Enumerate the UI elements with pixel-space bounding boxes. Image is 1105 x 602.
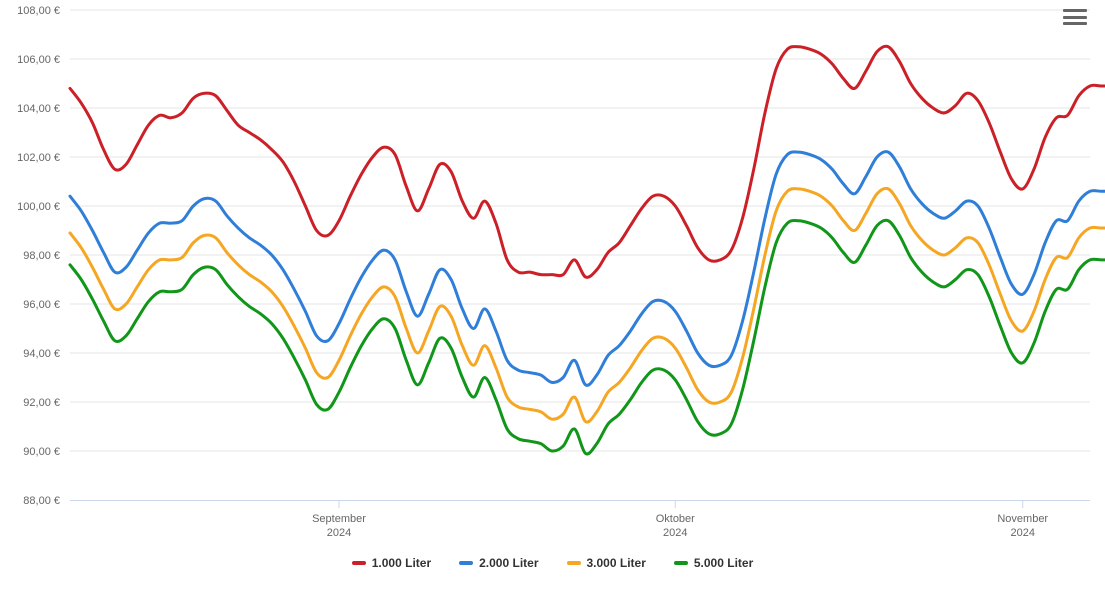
legend-label: 5.000 Liter [694, 556, 753, 570]
x-tick-month: November [997, 513, 1048, 525]
x-tick-month: September [312, 513, 366, 525]
x-tick-year: 2024 [663, 527, 687, 539]
legend-swatch [459, 561, 473, 565]
series-line [70, 152, 1105, 386]
series-line [70, 188, 1105, 422]
x-tick-month: Oktober [656, 513, 695, 525]
y-tick-label: 108,00 € [17, 5, 60, 17]
chart-legend: 1.000 Liter 2.000 Liter 3.000 Liter 5.000 L… [0, 556, 1105, 570]
legend-item[interactable]: 2.000 Liter [459, 556, 538, 570]
legend-item[interactable]: 5.000 Liter [674, 556, 753, 570]
legend-item[interactable]: 1.000 Liter [352, 556, 431, 570]
price-chart: 88,00 € 90,00 € 92,00 € 94,00 € 96,00 € 98,00… [0, 0, 1105, 602]
x-tick: Oktober 2024 [656, 500, 695, 539]
y-tick: 106,00 € [17, 54, 1090, 66]
chart-svg: 88,00 € 90,00 € 92,00 € 94,00 € 96,00 € 98,00… [0, 0, 1105, 602]
y-tick-label: 106,00 € [17, 54, 60, 66]
y-tick-label: 90,00 € [23, 446, 60, 458]
x-tick-year: 2024 [1011, 527, 1035, 539]
legend-swatch [674, 561, 688, 565]
y-tick: 96,00 € [23, 299, 1090, 311]
legend-item[interactable]: 3.000 Liter [567, 556, 646, 570]
hamburger-icon [1063, 9, 1087, 12]
y-tick-label: 102,00 € [17, 152, 60, 164]
y-tick: 92,00 € [23, 397, 1090, 409]
legend-label: 2.000 Liter [479, 556, 538, 570]
y-tick-label: 98,00 € [23, 250, 60, 262]
y-tick-label: 96,00 € [23, 299, 60, 311]
legend-swatch [567, 561, 581, 565]
y-tick-label: 92,00 € [23, 397, 60, 409]
series-line [70, 46, 1105, 277]
y-tick: 102,00 € [17, 152, 1090, 164]
x-tick: September 2024 [312, 500, 366, 539]
y-tick-label: 100,00 € [17, 201, 60, 213]
y-tick: 108,00 € [17, 5, 1090, 17]
y-tick: 94,00 € [23, 348, 1090, 360]
legend-swatch [352, 561, 366, 565]
legend-label: 3.000 Liter [587, 556, 646, 570]
y-tick-label: 94,00 € [23, 348, 60, 360]
y-tick: 88,00 € [23, 495, 60, 507]
y-tick-label: 88,00 € [23, 495, 60, 507]
x-tick-year: 2024 [327, 527, 351, 539]
y-tick-label: 104,00 € [17, 103, 60, 115]
series-group [70, 46, 1105, 454]
legend-label: 1.000 Liter [372, 556, 431, 570]
chart-menu-button[interactable] [1063, 6, 1087, 28]
x-tick: November 2024 [997, 500, 1048, 539]
